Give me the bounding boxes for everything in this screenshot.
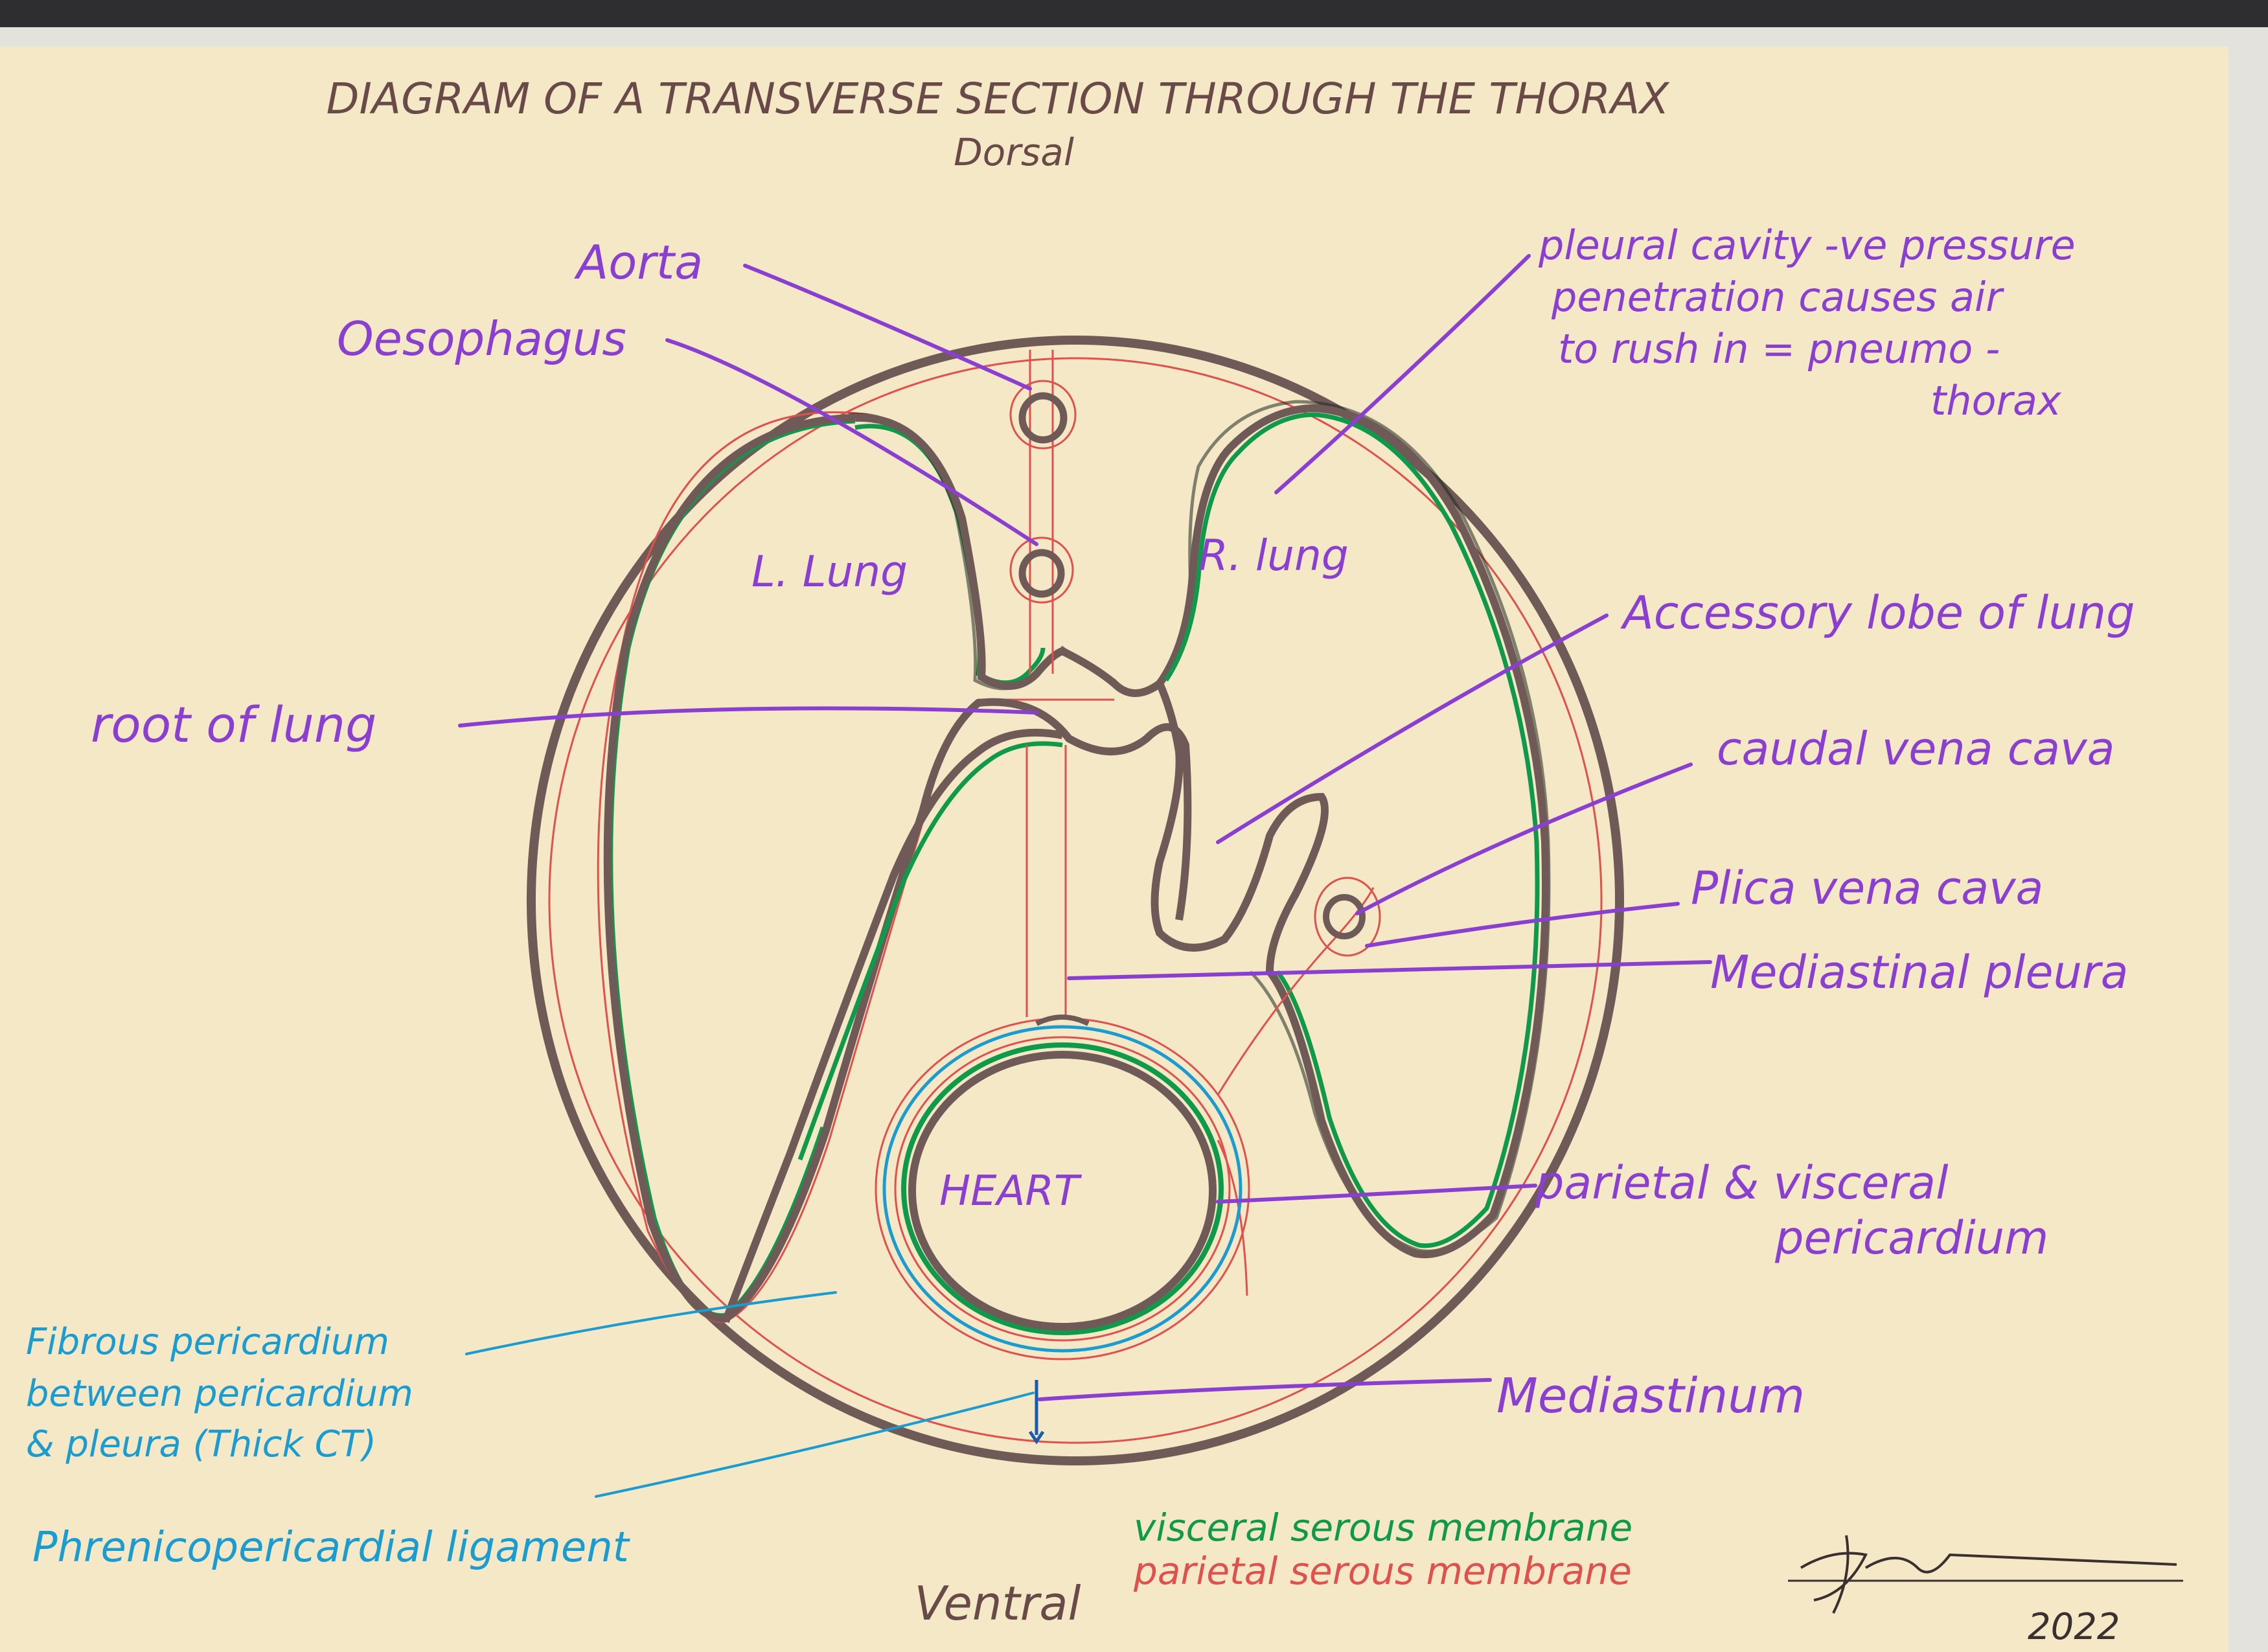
thoracic-wall — [527, 336, 1624, 1465]
aorta — [1018, 392, 1068, 444]
label-accessory-lobe: Accessory lobe of lung — [1620, 586, 2135, 639]
leader-lines — [458, 254, 1712, 1401]
legend-parietal: parietal serous membrane — [1133, 1549, 1632, 1593]
caudal-vena-cava — [1323, 894, 1366, 939]
label-root-of-lung: root of lung — [91, 696, 376, 753]
leader-fibrous-pericardium — [465, 1291, 837, 1355]
oesophagus-pleura — [1009, 536, 1074, 604]
leader-pericardium — [1216, 1184, 1537, 1204]
label-left-lung: L. Lung — [751, 547, 908, 597]
leader-oesophagus — [665, 338, 1038, 546]
label-fibrous-3: & pleura (Thick CT) — [26, 1423, 376, 1465]
heart — [908, 1051, 1217, 1331]
blue-leader-lines — [465, 1291, 1035, 1498]
signature-mark — [1800, 1535, 2177, 1614]
oesophagus — [1018, 549, 1065, 598]
fibrous-pericardium — [882, 1025, 1243, 1353]
label-mediastinal-pleura: Mediastinal pleura — [1710, 946, 2129, 999]
legend-visceral: visceral serous membrane — [1134, 1506, 1632, 1550]
paper — [0, 47, 2228, 1652]
leader-accessory-lobe — [1216, 614, 1609, 844]
left-lung-outline — [603, 414, 1192, 1323]
right-lung-outline — [1151, 404, 1550, 1259]
label-plica-vena-cava: Plica vena cava — [1691, 862, 2043, 915]
visceral-pericardium — [901, 1042, 1224, 1335]
label-phrenicopericardial: Phrenicopericardial ligament — [32, 1524, 631, 1572]
dorsal-label: Dorsal — [954, 130, 1074, 174]
leader-pleural-cavity — [1274, 254, 1531, 494]
label-right-lung: R. lung — [1198, 531, 1349, 580]
aorta-pleura — [1009, 380, 1077, 450]
parietal-pericardium — [894, 1036, 1231, 1342]
binder-strip — [0, 0, 2268, 27]
leader-mediastinal-pleura — [1067, 960, 1712, 980]
phrenicopericardial-ligament-mark — [1028, 1380, 1045, 1445]
heart-base-notch — [1035, 1015, 1090, 1026]
label-caudal-vena-cava: caudal vena cava — [1717, 722, 2114, 775]
label-fibrous-1: Fibrous pericardium — [26, 1321, 389, 1363]
label-oesophagus: Oesophagus — [337, 312, 626, 366]
leader-root-of-lung — [458, 706, 1038, 728]
label-heart: HEART — [939, 1167, 1082, 1215]
label-mediastinum: Mediastinum — [1496, 1368, 1805, 1424]
visceral-pleura-right-lung — [1164, 412, 1540, 1248]
ventral-label: Ventral — [915, 1576, 1081, 1631]
label-pericardium-2: pericardium — [1774, 1211, 2048, 1265]
leader-mediastinum — [1038, 1378, 1492, 1401]
leader-phrenicopericardial — [595, 1392, 1035, 1498]
parietal-pleura-costal — [548, 357, 1603, 1444]
label-pleural-cavity-1: pleural cavity -ve pressure — [1538, 222, 2076, 269]
left-lung-medial-outline — [854, 413, 1162, 697]
visceral-pleura-left-ventral — [797, 741, 1063, 1161]
leader-aorta — [743, 264, 1032, 391]
label-pleural-cavity-2: penetration causes air — [1551, 273, 2004, 321]
label-aorta: Aorta — [574, 235, 703, 290]
diagram-title: DIAGRAM OF A TRANSVERSE SECTION THROUGH … — [326, 74, 1671, 124]
signature-year: 2022 — [2028, 1606, 2120, 1648]
label-fibrous-2: between pericardium — [26, 1373, 413, 1415]
label-pericardium-1: parietal & visceral — [1535, 1156, 1949, 1210]
left-lung-ventral-edge — [722, 728, 1064, 1324]
leader-plica — [1365, 902, 1680, 948]
label-pleural-cavity-3: to rush in = pneumo - — [1558, 325, 2000, 373]
leader-caudal-vena-cava — [1355, 763, 1693, 915]
label-pleural-cavity-4: thorax — [1930, 377, 2062, 424]
caudal-vena-cava-pleura — [1314, 877, 1381, 957]
